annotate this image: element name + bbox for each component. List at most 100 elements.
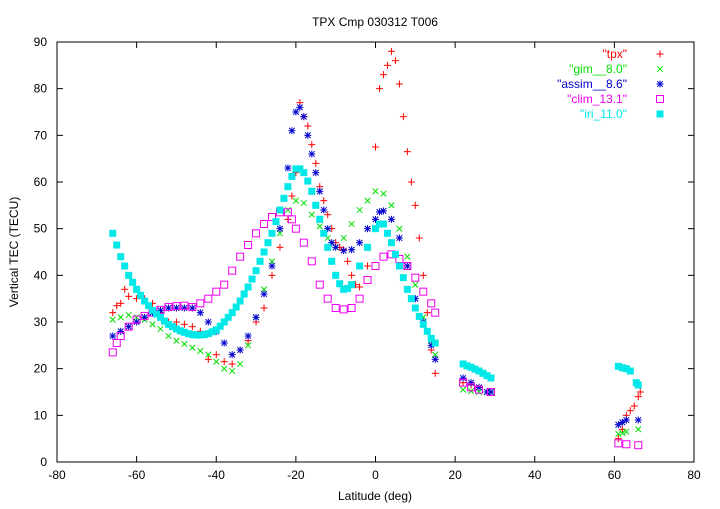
data-point <box>268 271 276 279</box>
data-point <box>288 172 296 180</box>
data-point <box>276 225 284 233</box>
data-point <box>164 320 172 328</box>
data-point <box>287 215 296 224</box>
data-point <box>380 190 387 197</box>
data-point <box>379 207 387 215</box>
data-point <box>133 314 140 321</box>
data-point <box>403 148 411 156</box>
data-point <box>304 177 312 185</box>
legend-marker-icon <box>656 95 664 103</box>
data-point <box>288 127 296 135</box>
data-point <box>288 192 296 200</box>
data-point <box>108 348 117 357</box>
data-points <box>108 47 644 450</box>
data-point <box>626 367 634 375</box>
data-point <box>475 385 484 394</box>
data-point <box>192 331 200 339</box>
data-point <box>614 435 622 443</box>
x-tick-label: 20 <box>448 468 462 482</box>
data-point <box>189 344 196 351</box>
plot-frame <box>56 41 695 463</box>
data-point <box>124 322 133 331</box>
data-point <box>396 225 403 232</box>
data-point <box>268 229 276 237</box>
data-point <box>387 215 395 223</box>
series-4 <box>109 165 642 389</box>
data-point <box>387 47 395 55</box>
data-point <box>109 332 117 340</box>
chart-title: TPX Cmp 030312 T006 <box>312 15 438 29</box>
data-point <box>483 372 491 380</box>
data-point <box>395 234 403 242</box>
data-point <box>228 309 236 317</box>
data-point <box>403 262 412 270</box>
data-point <box>324 243 332 251</box>
data-point <box>125 311 132 319</box>
y-tick-label: 60 <box>34 175 48 189</box>
data-point <box>486 388 495 396</box>
data-point <box>467 383 476 392</box>
data-point <box>236 297 244 305</box>
data-point <box>356 283 364 291</box>
data-point <box>316 223 323 230</box>
data-point <box>622 416 630 424</box>
legend-marker-icon <box>656 65 664 73</box>
data-point <box>475 388 483 396</box>
data-point <box>121 285 129 293</box>
data-point <box>212 287 221 296</box>
data-point <box>300 113 308 121</box>
data-point <box>132 315 141 324</box>
data-point <box>284 206 292 214</box>
data-point <box>228 266 237 275</box>
x-tick-label: 60 <box>608 468 622 482</box>
data-point <box>141 297 149 305</box>
data-point <box>336 280 344 288</box>
data-point <box>260 248 268 256</box>
data-point <box>423 327 431 335</box>
legend-label: "tpx" <box>602 47 627 61</box>
y-tick-label: 0 <box>40 455 47 469</box>
data-point <box>372 225 379 233</box>
data-point <box>200 331 208 339</box>
data-point <box>614 439 623 448</box>
data-point <box>176 327 184 335</box>
data-point <box>284 183 292 191</box>
y-tick-label: 50 <box>34 222 48 236</box>
data-point <box>109 316 116 323</box>
data-point <box>634 416 642 424</box>
data-point <box>308 187 316 195</box>
data-point <box>109 229 117 237</box>
data-point <box>383 61 391 69</box>
data-point <box>260 286 268 293</box>
data-point <box>355 294 364 303</box>
data-point <box>307 257 316 266</box>
data-point <box>419 287 428 296</box>
data-point <box>276 230 284 237</box>
data-point <box>467 363 475 371</box>
data-point <box>467 379 475 387</box>
data-point <box>387 239 395 247</box>
data-point <box>427 299 436 308</box>
data-point <box>379 252 388 261</box>
data-point <box>348 220 355 228</box>
data-point <box>316 215 324 223</box>
data-point <box>168 323 176 331</box>
data-point <box>320 197 328 205</box>
data-point <box>415 312 423 320</box>
data-point <box>432 351 439 358</box>
data-point <box>244 342 252 349</box>
data-point <box>623 428 630 435</box>
data-point <box>391 250 399 258</box>
data-point <box>172 304 180 312</box>
data-point <box>304 131 312 139</box>
data-point <box>622 440 631 449</box>
data-point <box>291 224 300 233</box>
data-point <box>205 351 212 358</box>
data-point <box>204 355 212 363</box>
data-point <box>636 388 644 396</box>
data-point <box>140 311 149 320</box>
data-point <box>339 305 348 314</box>
data-point <box>324 211 332 219</box>
data-point <box>145 302 153 310</box>
y-axis-label: Vertical TEC (TECU) <box>7 197 21 307</box>
